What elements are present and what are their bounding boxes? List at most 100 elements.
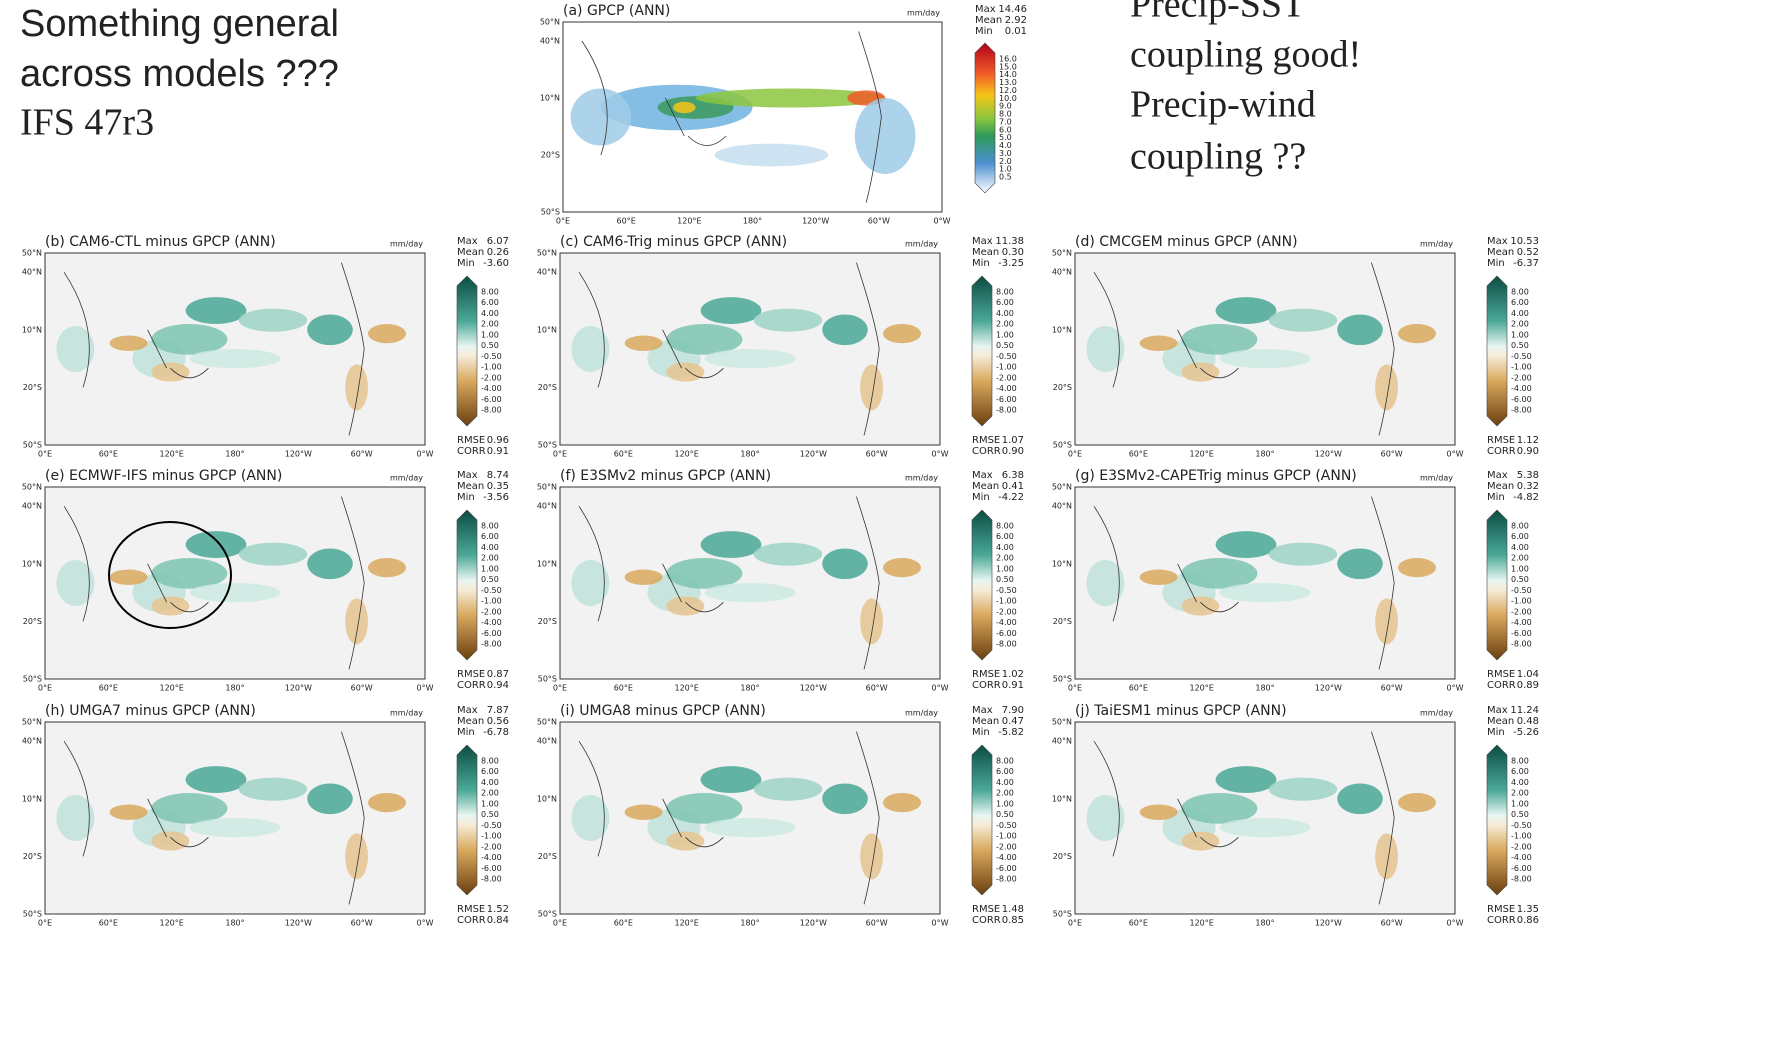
lat-label: 10°N (1052, 559, 1072, 568)
map-field (368, 558, 406, 578)
stat-label: RMSE (457, 435, 485, 446)
colorbar-label: -1.00 (481, 832, 502, 841)
colorbar-label: 2.00 (481, 320, 499, 329)
colorbar-label: -4.00 (996, 384, 1017, 393)
colorbar-label: -6.00 (481, 629, 502, 638)
colorbar-label: -4.00 (481, 853, 502, 862)
map-field (1139, 335, 1178, 351)
map-field (704, 583, 796, 603)
map-field (185, 297, 247, 325)
stat-label: Mean (457, 481, 484, 492)
stat-value: 1.12 (1517, 435, 1539, 446)
colorbar-label: -8.00 (1511, 640, 1532, 649)
colorbar-label: 6.00 (996, 298, 1014, 307)
map-field (109, 335, 148, 351)
stat-label: CORR (972, 680, 1001, 691)
coastline (578, 496, 880, 670)
lon-label: 0°E (1068, 684, 1082, 693)
lon-label: 120°W (800, 450, 827, 459)
map-field (624, 569, 663, 585)
colorbar-label: 14.0 (999, 70, 1017, 79)
colorbar-label: -6.00 (996, 629, 1017, 638)
panel-title: (a) GPCP (ANN) (563, 3, 670, 19)
note-left: IFS 47r3 (20, 102, 154, 144)
stat-label: CORR (457, 680, 486, 691)
lon-label: 180° (225, 450, 244, 459)
map-field (1139, 569, 1178, 585)
colorbar-label: 8.00 (1511, 288, 1529, 297)
stat-value: 0.41 (1002, 481, 1024, 492)
lat-label: 50°S (23, 910, 42, 919)
colorbar-label: -6.00 (996, 395, 1017, 404)
lat-label: 40°N (1052, 502, 1072, 511)
colorbar-label: -6.00 (1511, 395, 1532, 404)
colorbar-label: 0.50 (481, 575, 499, 584)
lat-label: 40°N (537, 268, 557, 277)
stat-value: -5.26 (1513, 727, 1539, 738)
lon-label: 0°W (932, 450, 949, 459)
colorbar-label: -8.00 (1511, 406, 1532, 415)
map-field (700, 766, 762, 794)
lat-label: 50°S (23, 441, 42, 450)
coastline (1093, 496, 1395, 670)
map-field (1375, 598, 1398, 645)
map-field (1337, 548, 1383, 580)
lat-label: 10°N (537, 559, 557, 568)
colorbar-label: 2.00 (1511, 789, 1529, 798)
colorbar-label: 1.00 (996, 330, 1014, 339)
colorbar-label: 0.50 (1511, 810, 1529, 819)
stat-label: CORR (457, 915, 486, 926)
map-field (151, 362, 190, 382)
colorbar-label: -4.00 (1511, 384, 1532, 393)
lon-label: 180° (743, 217, 762, 226)
colorbar (1486, 744, 1508, 896)
note-right: Precip-wind (1130, 84, 1316, 126)
colorbar-label: -0.50 (996, 586, 1017, 595)
lon-label: 120°W (800, 684, 827, 693)
map-field (1086, 794, 1125, 842)
colorbar (971, 744, 993, 896)
colorbar-label: 6.00 (481, 298, 499, 307)
map-field (345, 364, 368, 411)
lat-label: 40°N (540, 37, 560, 46)
map-field (185, 531, 247, 559)
colorbar-label: 8.00 (481, 522, 499, 531)
lat-label: 10°N (537, 325, 557, 334)
lon-label: 0°E (553, 919, 567, 928)
colorbar-label: 15.0 (999, 62, 1017, 71)
map-field (368, 793, 406, 813)
units: mm/day (390, 709, 423, 718)
stat-label: Min (975, 26, 993, 37)
stat-label: Mean (457, 247, 484, 258)
stat-label: Min (972, 258, 990, 269)
lon-label: 60°E (614, 450, 633, 459)
lon-label: 180° (225, 919, 244, 928)
colorbar-label: 8.00 (1511, 522, 1529, 531)
lat-label: 10°N (1052, 325, 1072, 334)
stat-label: Max (1487, 470, 1508, 481)
stat-label: Mean (972, 481, 999, 492)
colorbar-label: -8.00 (1511, 875, 1532, 884)
lat-label: 50°N (22, 249, 42, 258)
map-field (700, 531, 762, 559)
lat-label: 20°S (23, 383, 42, 392)
lat-label: 20°S (541, 151, 560, 160)
lat-label: 20°S (1053, 617, 1072, 626)
lon-label: 60°W (351, 450, 373, 459)
lon-label: 120°E (160, 684, 184, 693)
units: mm/day (907, 9, 940, 18)
colorbar-label: -4.00 (1511, 618, 1532, 627)
stat-value: 6.38 (1002, 470, 1024, 481)
map-field (189, 583, 281, 603)
colorbar-label: -1.00 (996, 363, 1017, 372)
stat-value: 0.48 (1517, 716, 1539, 727)
stat-label: CORR (1487, 446, 1516, 457)
lon-label: 0°E (556, 217, 570, 226)
lat-label: 50°N (1052, 249, 1072, 258)
colorbar (456, 275, 478, 427)
lat-label: 50°N (537, 249, 557, 258)
units: mm/day (905, 240, 938, 249)
lon-label: 60°W (868, 217, 890, 226)
lon-label: 0°E (1068, 450, 1082, 459)
map-field (822, 314, 868, 346)
